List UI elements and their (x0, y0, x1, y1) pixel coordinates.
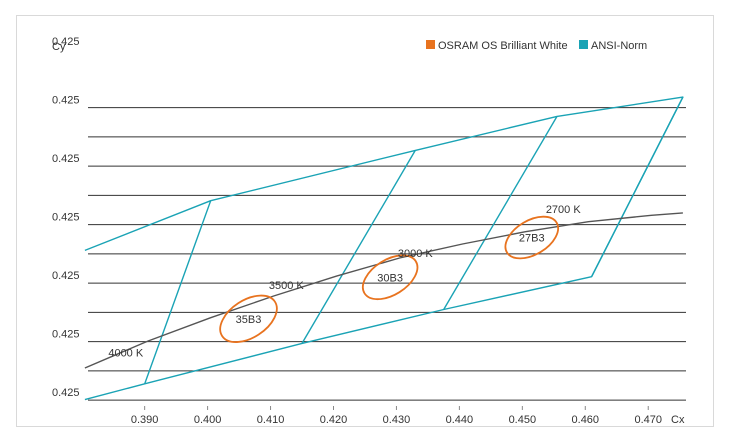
legend-swatch-ansi (579, 40, 588, 49)
y-tick-label-2: 0.425 (52, 270, 80, 282)
x-tick-label-3: 0.420 (320, 414, 348, 426)
y-axis-label: Cy (52, 41, 66, 53)
x-tick-label-5: 0.440 (446, 414, 474, 426)
y-tick-label-1: 0.425 (52, 329, 80, 341)
y-tick-label-4: 0.425 (52, 153, 80, 165)
ansi-norm-line-4 (590, 96, 684, 278)
ansi-norm-line-2 (301, 150, 416, 344)
ansi-norm-quadrangles (84, 96, 684, 401)
x-tick-label-4: 0.430 (383, 414, 411, 426)
ansi-norm-line-1 (144, 200, 212, 385)
osram-bin-ellipses: 35B3 30B3 27B3 (219, 215, 559, 343)
cct-label-1: 3500 K (269, 280, 305, 292)
legend-label-osram: OSRAM OS Brilliant White (438, 40, 568, 52)
cct-labels: 4000 K 3500 K 3000 K 2700 K (108, 204, 581, 359)
osram-bin-label-0: 35B3 (236, 314, 262, 326)
axis-ticks: 0.425 0.425 0.425 0.425 0.425 0.425 0.425 0.390… (52, 36, 662, 426)
x-axis-label: Cx (671, 414, 685, 426)
ansi-norm-line-0 (84, 96, 684, 401)
x-tick-label-6: 0.450 (509, 414, 537, 426)
y-tick-label-3: 0.425 (52, 212, 80, 224)
cct-label-2: 3000 K (398, 248, 434, 260)
y-tick-label-6: 0.425 (52, 36, 80, 48)
osram-bin-label-1: 30B3 (377, 272, 403, 284)
osram-bin-ellipse-2 (504, 215, 559, 260)
cct-label-3: 2700 K (546, 204, 582, 216)
grid-lines (88, 107, 686, 401)
osram-bin-label-2: 27B3 (519, 233, 545, 245)
cct-label-0: 4000 K (108, 347, 144, 359)
x-tick-label-1: 0.400 (194, 414, 222, 426)
osram-bin-ellipse-1 (361, 254, 419, 301)
legend-label-ansi: ANSI-Norm (591, 40, 647, 52)
planckian-locus (84, 212, 683, 369)
x-tick-label-2: 0.410 (257, 414, 285, 426)
x-tick-label-0: 0.390 (131, 414, 159, 426)
osram-bin-ellipse-0 (219, 294, 278, 343)
y-tick-label-5: 0.425 (52, 95, 80, 107)
x-tick-label-8: 0.470 (634, 414, 662, 426)
legend: OSRAM OS Brilliant White ANSI-Norm (426, 40, 647, 52)
y-tick-label-0: 0.425 (52, 387, 80, 399)
planckian-locus-line (84, 212, 683, 369)
ansi-norm-line-3 (443, 116, 558, 310)
x-tick-label-7: 0.460 (572, 414, 600, 426)
legend-swatch-osram (426, 40, 435, 49)
